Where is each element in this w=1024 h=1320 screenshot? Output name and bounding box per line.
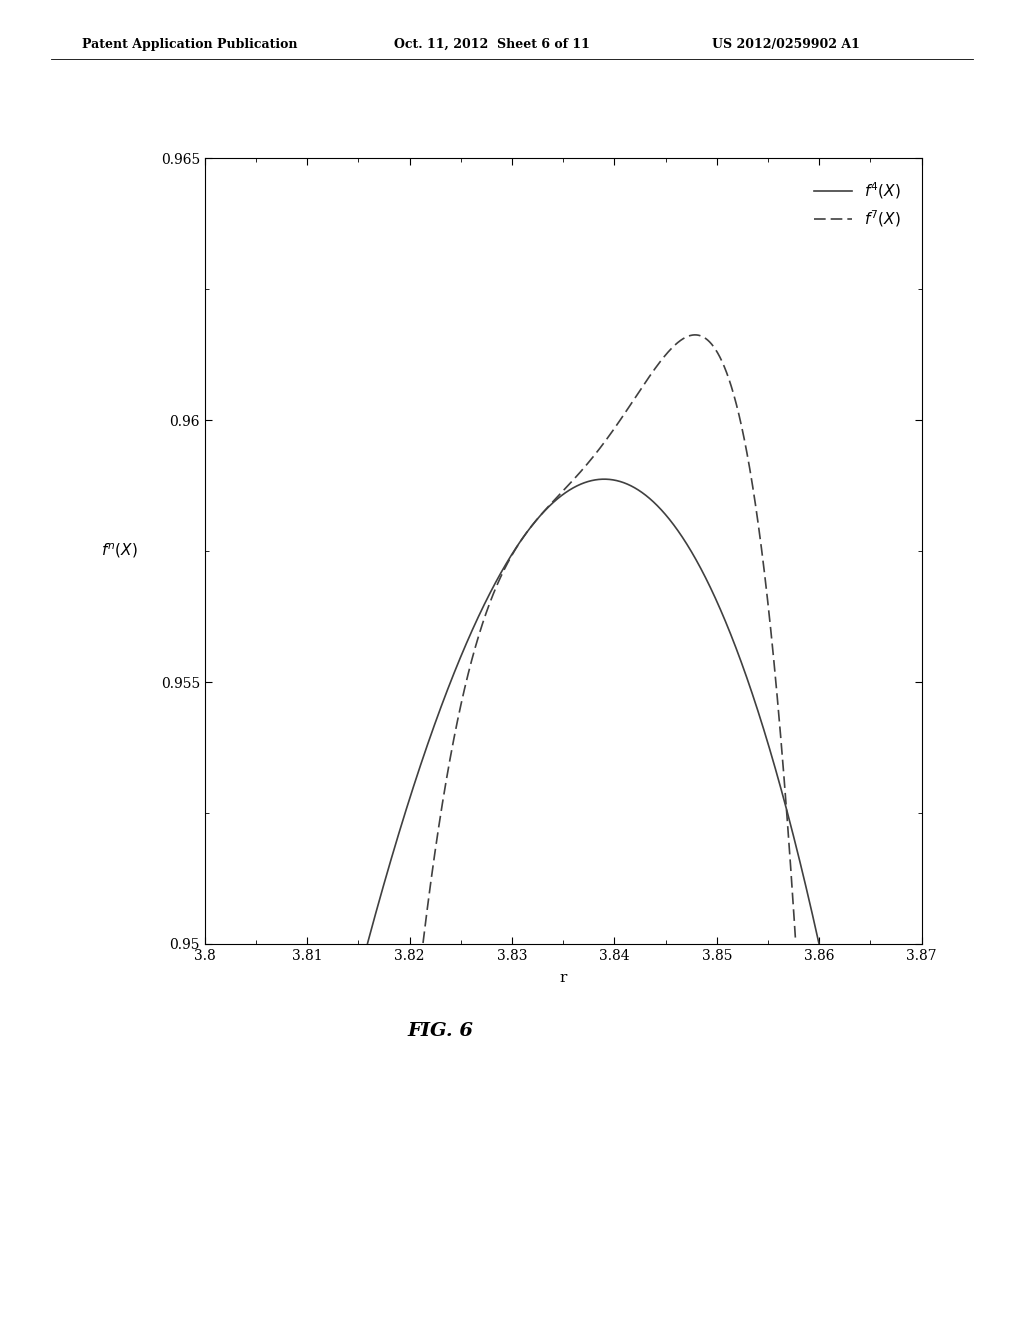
- Text: Oct. 11, 2012  Sheet 6 of 11: Oct. 11, 2012 Sheet 6 of 11: [394, 37, 590, 50]
- Y-axis label: $f^n(X)$: $f^n(X)$: [100, 541, 137, 561]
- Text: US 2012/0259902 A1: US 2012/0259902 A1: [712, 37, 859, 50]
- Text: Patent Application Publication: Patent Application Publication: [82, 37, 297, 50]
- X-axis label: r: r: [559, 972, 567, 985]
- Text: FIG. 6: FIG. 6: [408, 1022, 473, 1040]
- Legend: $f^4(X)$, $f^7(X)$: $f^4(X)$, $f^7(X)$: [807, 174, 907, 235]
